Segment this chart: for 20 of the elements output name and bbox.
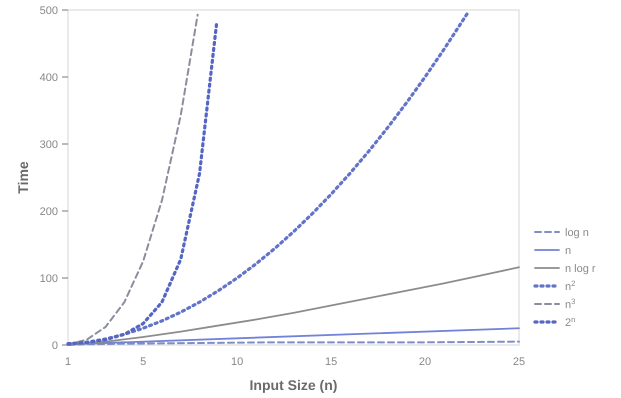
- legend-label: log n: [565, 226, 589, 239]
- x-tick-label: 1: [64, 356, 72, 368]
- legend-label: 2$^{n}$: [565, 314, 576, 329]
- x-axis-title: Input Size (n): [250, 377, 338, 393]
- x-tick-label: 25: [512, 356, 526, 368]
- legend-label: n: [565, 244, 572, 257]
- x-tick-label: 15: [324, 356, 338, 368]
- y-axis-title: Time: [15, 161, 31, 194]
- x-tick-label: 20: [418, 356, 432, 368]
- y-tick-label: 400: [40, 72, 58, 84]
- x-tick-label: 10: [231, 356, 244, 368]
- y-tick-label: 500: [40, 4, 58, 17]
- y-tick-label: 200: [40, 206, 58, 218]
- y-tick-label: 300: [40, 138, 58, 151]
- legend-label: n$^{3}$: [565, 296, 576, 311]
- y-tick-label: 0: [52, 340, 58, 352]
- x-tick-label: 5: [140, 356, 146, 368]
- legend-label: n$^{2}$: [565, 278, 576, 293]
- legend-label: n log r: [565, 262, 596, 275]
- y-tick-label: 100: [40, 272, 58, 285]
